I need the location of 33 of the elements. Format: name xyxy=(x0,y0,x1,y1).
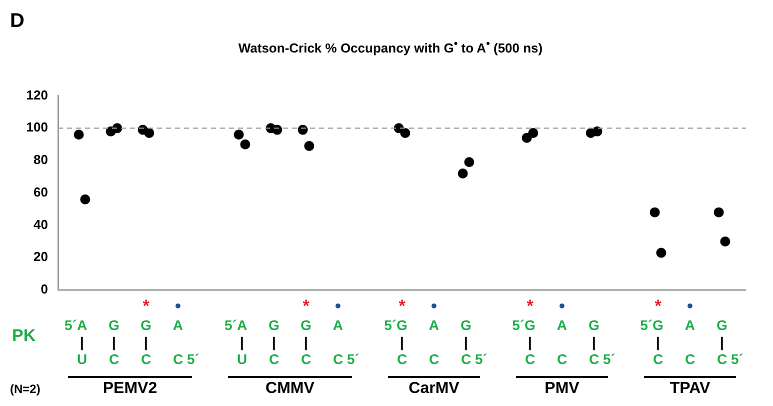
category-label: • A C 5´ xyxy=(172,296,200,367)
y-tick-label: 60 xyxy=(34,184,48,200)
text: TPAV xyxy=(644,376,736,398)
y-tick-label: 100 xyxy=(26,120,48,135)
x-tick-label: G | C xyxy=(108,316,120,367)
text: PK xyxy=(12,326,36,346)
x-tick-label: G | C 5´ xyxy=(460,316,488,367)
x-tick-label: * 5´G | C xyxy=(640,296,664,367)
y-tick-label: 20 xyxy=(34,249,48,264)
x-tick-label: * 5´G | C xyxy=(512,296,536,367)
category-label: • A C 5´ xyxy=(332,296,360,367)
category-label: • A C xyxy=(684,296,696,367)
text: CarMV xyxy=(388,376,480,398)
text: D xyxy=(10,10,24,33)
x-tick-label: 5´A | U xyxy=(64,316,88,367)
text: PEMV2 xyxy=(68,376,192,398)
x-tick-label: G | C xyxy=(268,316,280,367)
y-tick-label: 80 xyxy=(34,152,48,168)
x-tick-label: G | C 5´ xyxy=(588,316,616,367)
x-tick-label: * G | C xyxy=(300,296,312,367)
y-tick-label: 0 xyxy=(40,282,48,297)
text: (N=2) xyxy=(10,382,40,396)
chart-title: Watson-Crick % Occupancy with G$^{•}$ to A$^{•}$ (500 ns) xyxy=(237,38,544,56)
category-label: • A C xyxy=(428,296,440,367)
text: PMV xyxy=(516,376,608,398)
category-label: • A C xyxy=(556,296,568,367)
x-tick-label: * G | C xyxy=(140,296,152,367)
x-tick-label: G | C 5´ xyxy=(716,316,744,367)
y-tick-label: 120 xyxy=(26,87,48,102)
y-tick-label: 40 xyxy=(34,216,48,232)
x-tick-label: * 5´G | C xyxy=(384,296,408,367)
x-tick-label: 5´A | U xyxy=(224,316,248,367)
text: CMMV xyxy=(228,376,352,398)
